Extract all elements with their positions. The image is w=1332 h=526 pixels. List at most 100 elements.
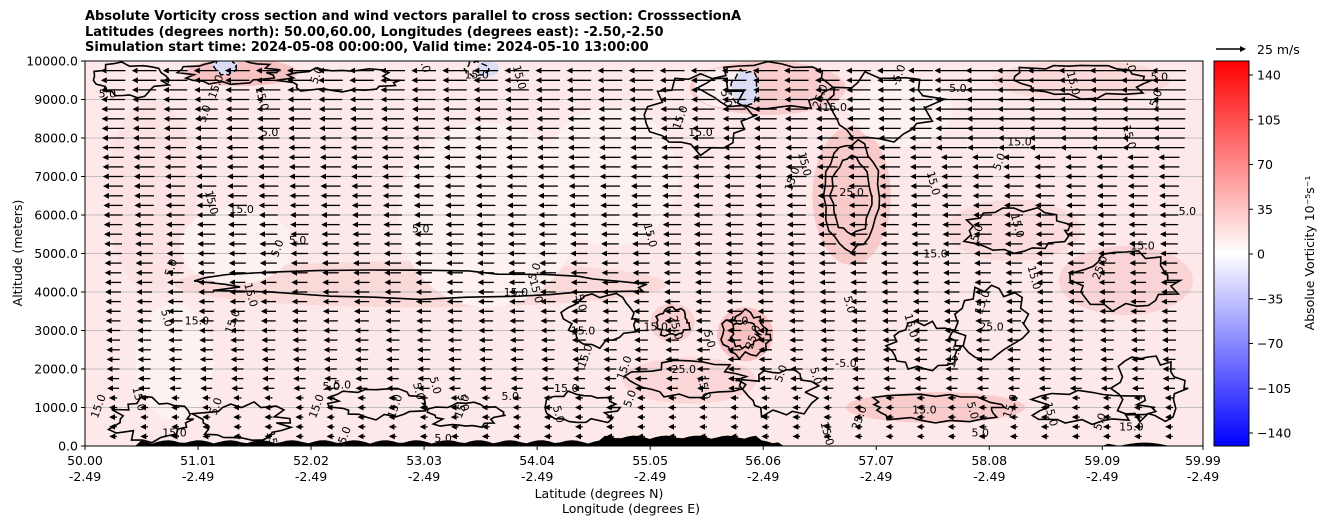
- contour-label: 15.0: [129, 385, 148, 412]
- contour-line: [326, 388, 428, 421]
- x-tick-label-longitude: -2.49: [860, 469, 892, 484]
- contour-label: 15.0: [241, 281, 260, 308]
- contour-line: [729, 320, 763, 350]
- contour-label: 5.0: [621, 388, 639, 409]
- x-axis: 50.00-2.4951.01-2.4952.02-2.4953.03-2.49…: [67, 446, 1221, 484]
- contour-line-negative: [729, 68, 760, 108]
- contour-label: 25.0: [666, 314, 685, 341]
- x-tick-label-longitude: -2.49: [747, 469, 779, 484]
- x-tick-label-latitude: 53.03: [406, 453, 442, 468]
- contour-labels: 5.0 15.0 15.0 15.0 15.0 5.0 5.0 15.0 15.0 15.0 5.0…: [88, 61, 1197, 457]
- y-tick-label: 8000.0: [34, 131, 78, 146]
- contour-label: 5.0: [1147, 88, 1165, 109]
- contour-line: [953, 284, 1031, 361]
- contour-line: [720, 307, 772, 361]
- contour-line: [92, 61, 172, 99]
- y-tick-label: 10000.0: [26, 54, 78, 69]
- contour-label: 15.0: [229, 203, 254, 216]
- x-tick-label-longitude: -2.49: [1187, 469, 1219, 484]
- contour-label: 15.0: [162, 426, 187, 439]
- x-tick-label-latitude: 55.05: [632, 453, 668, 468]
- contour-label: 15.0: [1064, 70, 1083, 97]
- chart-subtitle-coordinates: Latitudes (degrees north): 50.00,60.00, …: [85, 24, 664, 40]
- y-tick-label: 5000.0: [34, 246, 78, 261]
- x-tick-label-longitude: -2.49: [182, 469, 214, 484]
- contour-line: [695, 61, 836, 110]
- x-tick-label-longitude: -2.49: [973, 469, 1005, 484]
- colorbar-tick-label: 105: [1257, 112, 1281, 127]
- y-axis-label: Altitude (meters): [10, 200, 25, 307]
- contour-label: 15.0: [823, 101, 848, 114]
- contour-label: 15.0: [1041, 401, 1060, 428]
- contour-label: 15.0: [527, 278, 546, 305]
- contour-label: 15.0: [264, 430, 283, 457]
- contour-label: 5.0: [1091, 411, 1109, 432]
- contour-label: 5.0: [410, 381, 427, 401]
- y-axis: 0.0 1000.0 2000.0 3000.0 4000.0 5000.0 6000.0 7…: [26, 54, 85, 454]
- y-tick-label: 2000.0: [34, 362, 78, 377]
- contour-label: 5.0: [701, 329, 718, 349]
- contour-label: 5.0: [455, 393, 472, 413]
- colorbar-tick-label: −35: [1257, 291, 1283, 306]
- wind-vectors: [100, 67, 1187, 440]
- colorbar: 140 105 70 35 0 −35 −70 −105 −140 Absolue Vortic…: [1213, 60, 1317, 447]
- colorbar-tick-label: 0: [1257, 247, 1265, 262]
- contour-line: [1028, 389, 1158, 426]
- colorbar-tick-label: −105: [1257, 381, 1291, 396]
- contour-label: 5.0: [162, 257, 180, 278]
- vorticity-shade-negative-region: [476, 61, 500, 77]
- contour-line: [738, 368, 821, 419]
- contour-label: 15.0: [688, 126, 713, 139]
- contour-label: 5.0: [972, 426, 990, 439]
- x-tick-label-latitude: 59.99: [1185, 453, 1221, 468]
- contour-label: 25.0: [979, 321, 1004, 334]
- colorbar-tick-label: 70: [1257, 157, 1273, 172]
- contour-label: 5.0: [1179, 205, 1197, 218]
- contour-label: 5.0: [412, 222, 430, 235]
- contour-label: 5.0: [308, 65, 326, 86]
- y-tick-label: 4000.0: [34, 285, 78, 300]
- contour-line: [1069, 249, 1184, 313]
- y-tick-label: 9000.0: [34, 92, 78, 107]
- plot-area: 5.0 15.0 15.0 15.0 15.0 5.0 5.0 15.0 15.0 15.0 5.0…: [84, 60, 1204, 457]
- contour-label: 5.0: [334, 378, 352, 391]
- quiver-key-label: 25 m/s: [1257, 42, 1300, 57]
- contour-line-negative: [463, 61, 490, 78]
- contour-label: 5.0: [268, 238, 286, 259]
- contour-label: 15.0: [510, 64, 529, 91]
- x-tick-label-longitude: -2.49: [634, 469, 666, 484]
- contour-label: 5.0: [964, 400, 981, 420]
- contour-label: 5.0: [526, 261, 544, 282]
- contour-label: 5.0: [502, 390, 520, 403]
- contour-label: 5.0: [336, 425, 354, 446]
- contour-label: 15.0: [1120, 124, 1139, 151]
- terrain-profile: [85, 435, 1203, 446]
- contour-line: [828, 154, 873, 236]
- y-tick-label: 1000.0: [34, 400, 78, 415]
- contour-label: 5.0: [196, 103, 214, 124]
- x-tick-label-longitude: -2.49: [408, 469, 440, 484]
- contour-label: 5.0: [949, 82, 967, 95]
- x-tick-label-latitude: 51.01: [180, 453, 216, 468]
- contour-label: 5.0: [427, 375, 444, 395]
- contour-label: 15.0: [464, 68, 489, 81]
- colorbar-tick-label: −70: [1257, 336, 1283, 351]
- x-tick-label-latitude: 59.09: [1084, 453, 1120, 468]
- colorbar-tick-label: −140: [1257, 426, 1291, 441]
- colorbar-ticks: 140 105 70 35 0 −35 −70 −105 −140: [1249, 68, 1291, 441]
- contour-label: 15.0: [924, 170, 943, 197]
- contour-line: [1109, 355, 1189, 423]
- contour-line: [826, 70, 948, 143]
- contour-label: 5.0: [990, 151, 1008, 172]
- contour-label: 15.0: [571, 324, 596, 337]
- vorticity-shade-region: [1058, 245, 1193, 316]
- contour-label: 25.0: [671, 363, 696, 376]
- vorticity-shade-negative-region: [731, 70, 759, 106]
- x-axis-label-longitude: Longitude (degrees E): [562, 501, 700, 516]
- contour-line: [623, 359, 749, 399]
- contour-label: 5.0: [807, 366, 824, 386]
- contour-label: 5.0: [261, 126, 279, 139]
- contour-label: 5.0: [841, 294, 858, 314]
- contour-label: 5.0: [289, 234, 307, 247]
